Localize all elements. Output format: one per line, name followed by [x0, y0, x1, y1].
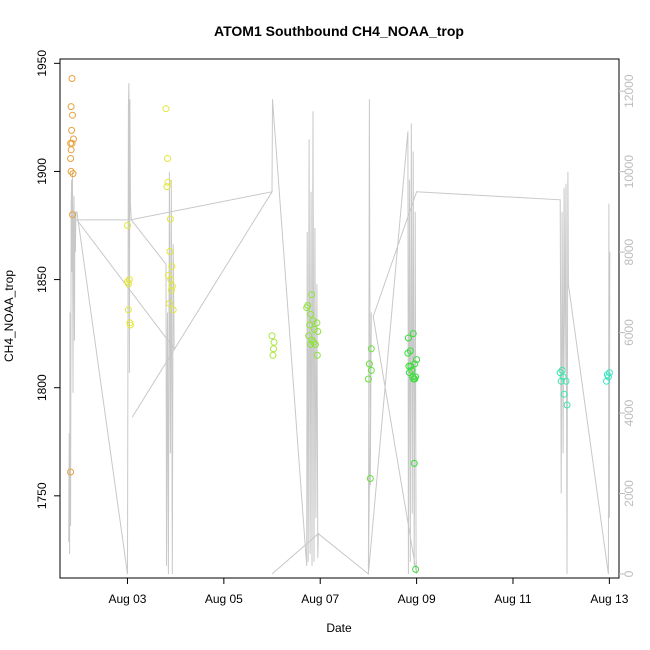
ch4-point — [365, 360, 373, 368]
ch4-point — [69, 211, 76, 219]
ch4-point — [168, 263, 176, 271]
ch4-point — [604, 373, 612, 381]
ch4-point — [166, 215, 174, 223]
y2-tick-label: 6000 — [622, 319, 636, 346]
ch4-point — [306, 321, 314, 329]
ch4-point — [165, 299, 173, 307]
ch4-point — [167, 276, 175, 284]
y2-tick-label: 0 — [622, 570, 636, 577]
ch4-point — [314, 328, 322, 335]
ch4-point — [69, 111, 76, 119]
x-tick-label: Aug 07 — [301, 592, 339, 606]
ch4-point — [413, 356, 421, 364]
ch4-point — [410, 459, 418, 467]
ch4-point — [166, 248, 174, 255]
ch4-point — [408, 366, 416, 374]
ch4-point — [124, 222, 131, 229]
ch4-point — [412, 373, 420, 381]
ch4-point — [305, 332, 313, 340]
ch4-point — [268, 332, 276, 340]
y-tick-label: 1900 — [35, 158, 49, 185]
ch4-point — [68, 75, 76, 82]
ch4-point — [68, 126, 76, 134]
x-tick-label: Aug 03 — [108, 592, 146, 606]
ch4-point — [124, 280, 132, 288]
ch4-point — [169, 306, 177, 314]
ch4-point — [367, 366, 375, 374]
ch4-point — [162, 105, 170, 113]
ch4-point — [67, 155, 75, 162]
x-tick-label: Aug 09 — [398, 592, 436, 606]
ch4-point — [366, 475, 374, 482]
ch4-point — [270, 338, 278, 346]
ch4-point — [164, 178, 172, 186]
ch4-point — [67, 468, 75, 476]
ch4-point — [69, 170, 77, 178]
ch4-point — [270, 345, 277, 353]
x-tick-label: Aug 11 — [494, 592, 531, 606]
y2-tick-label: 12000 — [622, 74, 636, 108]
ch4-point — [67, 167, 75, 175]
x-tick-label: Aug 05 — [205, 592, 243, 606]
ch4-point — [307, 340, 315, 348]
ch4-point — [560, 390, 568, 398]
y2-tick-label: 8000 — [622, 238, 636, 265]
ch4-point — [67, 146, 75, 154]
ch4-point — [412, 565, 420, 573]
y-tick-label: 1800 — [35, 374, 49, 401]
ch4-point — [67, 103, 75, 111]
ch4-point — [167, 286, 175, 294]
ch4-point — [406, 347, 414, 355]
ch4-point — [409, 330, 417, 338]
ch4-point — [307, 310, 315, 318]
ch4-point — [605, 369, 613, 377]
ch4-point — [311, 340, 319, 348]
ch4-point — [603, 377, 610, 385]
ch4-point — [68, 139, 76, 147]
ch4-point — [168, 282, 176, 290]
ch4-point — [313, 351, 321, 359]
ch4-point — [126, 321, 134, 329]
ch4-point — [407, 362, 415, 370]
ch4-point — [269, 351, 277, 359]
ch4-point — [164, 155, 171, 162]
ch4-point — [562, 377, 570, 385]
ch4-point — [405, 369, 413, 377]
y-tick-label: 1750 — [35, 482, 49, 509]
altitude-line — [68, 83, 611, 576]
x-tick-label: Aug 13 — [590, 592, 628, 606]
y2-tick-label: 10000 — [622, 155, 636, 189]
ch4-point — [404, 349, 412, 357]
ch4-point — [308, 291, 316, 299]
y-tick-label: 1850 — [35, 266, 49, 293]
ch4-point — [563, 401, 571, 409]
plot-frame — [59, 58, 620, 579]
ch4-point — [304, 302, 312, 309]
y-tick-label: 1950 — [35, 50, 49, 77]
x-axis-label: Date — [326, 621, 352, 635]
ch4-point — [124, 306, 132, 314]
ch4-point — [558, 366, 566, 374]
ch4-point — [313, 319, 321, 327]
ch4-point — [411, 360, 419, 368]
y2-tick-label: 2000 — [622, 480, 636, 507]
ch4-point — [125, 276, 133, 284]
y-axis-label: CH4_NOAA_trop — [2, 270, 16, 362]
axes: Aug 03 Aug 05 Aug 07 Aug 09 Aug 11 Aug 13 1750… — [35, 50, 636, 606]
ch4-point — [404, 334, 412, 342]
ch4-point — [163, 183, 171, 191]
altitude-series — [68, 83, 611, 576]
ch4-point — [367, 345, 375, 353]
ch4-point — [364, 375, 372, 383]
ch4-point — [557, 377, 565, 385]
y2-tick-label: 4000 — [622, 399, 636, 426]
ch4-series — [67, 75, 613, 573]
chart-title: ATOM1 Southbound CH4_NOAA_trop — [214, 23, 464, 39]
ch4-point — [309, 317, 317, 325]
